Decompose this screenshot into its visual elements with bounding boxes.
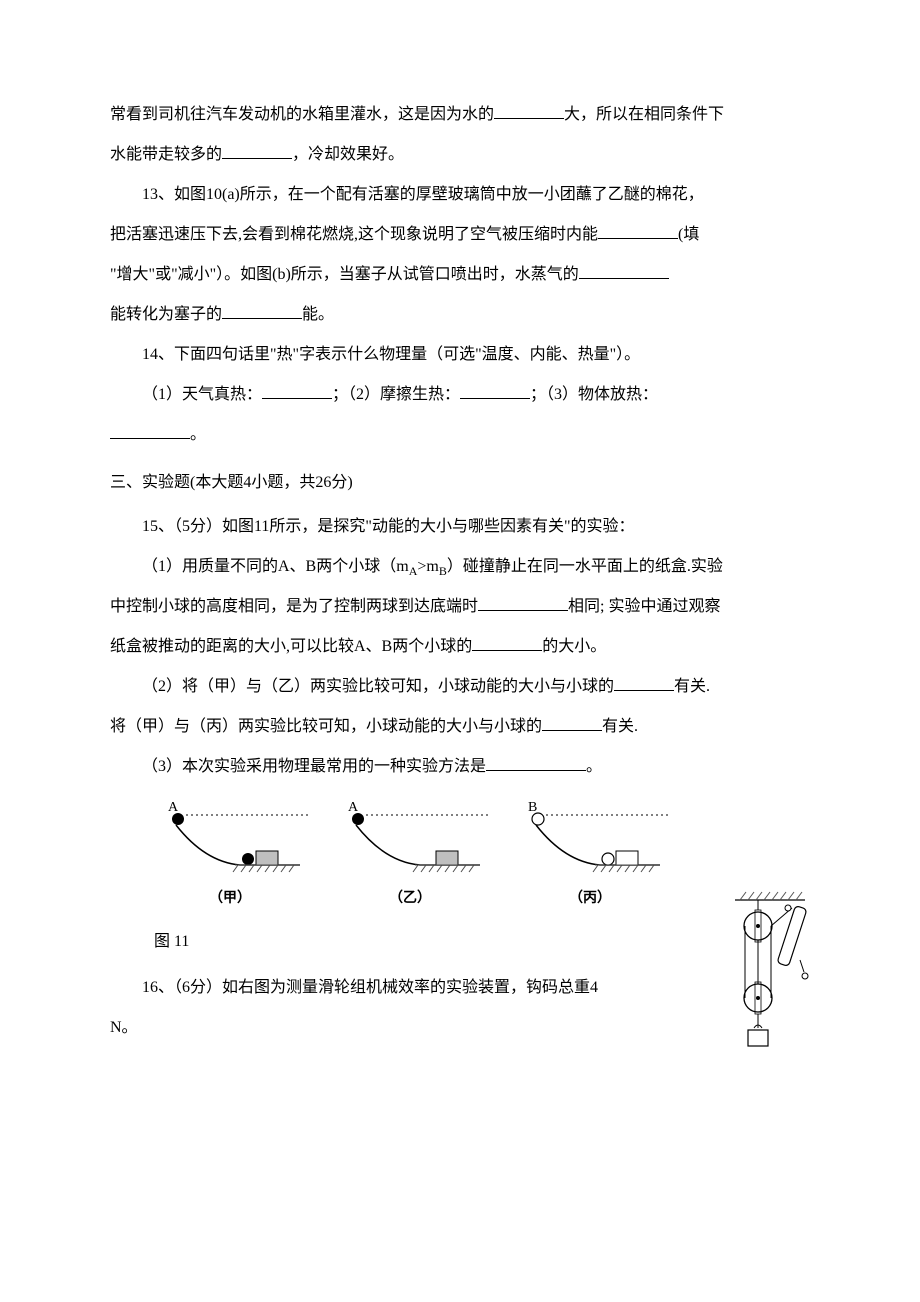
p1-line1: 常看到司机往汽车发动机的水箱里灌水，这是因为水的 大，所以在相同条件下 <box>110 95 810 135</box>
ramp-jia: A （甲） <box>150 797 310 916</box>
q15-b1: （1）用质量不同的A、B两个小球（m <box>142 558 409 575</box>
blank-q13-3 <box>222 303 302 319</box>
ramp-ball-solid-icon <box>352 813 364 825</box>
q15-g2: 。 <box>586 758 602 775</box>
ramp-ball-hollow-icon <box>532 813 544 825</box>
q14-b3: ；（3）物体放热： <box>530 386 658 403</box>
ramp-jia-svg: A <box>150 797 310 877</box>
ramp-yi-caption: （乙） <box>389 881 431 916</box>
ramp-curve-icon <box>356 825 480 865</box>
q13-b: 把活塞迅速压下去,会看到棉花燃烧,这个现象说明了空气被压缩时内能 (填 <box>110 215 810 255</box>
p1-line2b: ，冷却效果好。 <box>292 146 404 163</box>
q15-b2: ）碰撞静止在同一水平面上的纸盒.实验 <box>447 558 723 575</box>
q16-a: 16、（6分）如右图为测量滑轮组机械效率的实验装置，钩码总重4 <box>110 968 718 1008</box>
ramp-jia-label-a: A <box>168 800 179 815</box>
blank-q15-4 <box>542 715 602 731</box>
blank-q15-1 <box>478 595 568 611</box>
q15-e1: （2）将（甲）与（乙）两实验比较可知，小球动能的大小与小球的 <box>142 678 614 695</box>
q16-b: N。 <box>110 1008 718 1048</box>
p1-line1a: 常看到司机往汽车发动机的水箱里灌水，这是因为水的 <box>110 106 494 123</box>
ground-hatch-icon <box>413 865 480 872</box>
ramps-container: A （甲） A <box>150 797 670 916</box>
box-icon <box>436 851 458 865</box>
q13-c: "增大"或"减小"）。如图(b)所示，当塞子从试管口喷出时，水蒸气的 <box>110 255 810 295</box>
q16-row: 16、（6分）如右图为测量滑轮组机械效率的实验装置，钩码总重4 N。 <box>110 968 810 1078</box>
q14-b1: （1）天气真热： <box>142 386 262 403</box>
pulley-diagram-icon <box>730 888 810 1078</box>
q15-f: 将（甲）与（丙）两实验比较可知，小球动能的大小与小球的 有关. <box>110 707 810 747</box>
q15-e2: 有关. <box>674 678 710 695</box>
q14-c: 。 <box>110 415 810 455</box>
q13-b2: (填 <box>678 226 699 243</box>
q13-a: 13、如图10(a)所示，在一个配有活塞的厚壁玻璃筒中放一小团蘸了乙醚的棉花， <box>110 175 810 215</box>
q14-c-text: 。 <box>190 426 206 443</box>
ramp-yi-label-a: A <box>348 800 359 815</box>
q13-d1: 能转化为塞子的 <box>110 306 222 323</box>
p1-line1b: 大，所以在相同条件下 <box>564 106 724 123</box>
q16-text: 16、（6分）如右图为测量滑轮组机械效率的实验装置，钩码总重4 N。 <box>110 968 718 1048</box>
blank-q15-3 <box>614 675 674 691</box>
ramp-bing: B （丙） <box>510 797 670 916</box>
q13-c1: "增大"或"减小"）。如图(b)所示，当塞子从试管口喷出时，水蒸气的 <box>110 266 579 283</box>
blank-q13-1 <box>598 223 678 239</box>
ramp-ball-bottom-icon <box>242 853 254 865</box>
q13-b1: 把活塞迅速压下去,会看到棉花燃烧,这个现象说明了空气被压缩时内能 <box>110 226 598 243</box>
ramp-curve-icon <box>536 825 660 865</box>
blank-p1-1 <box>494 103 564 119</box>
box-icon <box>256 851 278 865</box>
figure-11-caption: 图 11 <box>154 922 810 962</box>
q15-sub-b: B <box>439 564 447 578</box>
q13-d: 能转化为塞子的 能。 <box>110 295 810 335</box>
ramp-ball-bottom-hollow-icon <box>602 853 614 865</box>
q15-d1: 纸盒被推动的距离的大小,可以比较A、B两个小球的 <box>110 638 472 655</box>
q15-f1: 将（甲）与（丙）两实验比较可知，小球动能的大小与小球的 <box>110 718 542 735</box>
q15-d2: 的大小。 <box>542 638 606 655</box>
section-3-heading: 三、实验题(本大题4小题，共26分) <box>110 463 810 503</box>
q15-bgt: >m <box>417 558 438 575</box>
q14-a: 14、下面四句话里"热"字表示什么物理量（可选"温度、内能、热量"）。 <box>110 335 810 375</box>
q15-d: 纸盒被推动的距离的大小,可以比较A、B两个小球的 的大小。 <box>110 627 810 667</box>
figure-11: A （甲） A <box>110 797 810 916</box>
q15-e: （2）将（甲）与（乙）两实验比较可知，小球动能的大小与小球的 有关. <box>110 667 810 707</box>
ramp-curve-icon <box>176 825 300 865</box>
q15-b: （1）用质量不同的A、B两个小球（mA>mB）碰撞静止在同一水平面上的纸盒.实验 <box>110 547 810 587</box>
ramp-yi: A （乙） <box>330 797 490 916</box>
ramp-bing-caption: （丙） <box>569 881 611 916</box>
ground-hatch-icon <box>233 865 300 872</box>
q15-c2: 相同; 实验中通过观察 <box>568 598 720 615</box>
ramp-yi-svg: A <box>330 797 490 877</box>
q14-b: （1）天气真热： ；（2）摩擦生热： ；（3）物体放热： <box>110 375 810 415</box>
q13-d2: 能。 <box>302 306 334 323</box>
ramp-jia-caption: （甲） <box>209 881 251 916</box>
blank-q15-2 <box>472 635 542 651</box>
p1-line2a: 水能带走较多的 <box>110 146 222 163</box>
q15-g: （3）本次实验采用物理最常用的一种实验方法是 。 <box>110 747 810 787</box>
box-hollow-icon <box>616 851 638 865</box>
spring-scale-icon <box>771 905 808 979</box>
ground-hatch-icon <box>593 865 660 872</box>
q15-a: 15、（5分）如图11所示，是探究"动能的大小与哪些因素有关"的实验： <box>110 507 810 547</box>
blank-p1-2 <box>222 143 292 159</box>
q15-f2: 有关. <box>602 718 638 735</box>
blank-q14-1 <box>262 383 332 399</box>
blank-q15-5 <box>486 755 586 771</box>
blank-q14-3 <box>110 423 190 439</box>
p1-line2: 水能带走较多的 ，冷却效果好。 <box>110 135 810 175</box>
ramp-bing-svg: B <box>510 797 670 877</box>
q15-c: 中控制小球的高度相同，是为了控制两球到达底端时 相同; 实验中通过观察 <box>110 587 810 627</box>
q15-g1: （3）本次实验采用物理最常用的一种实验方法是 <box>142 758 486 775</box>
q15-c1: 中控制小球的高度相同，是为了控制两球到达底端时 <box>110 598 478 615</box>
blank-q13-2 <box>579 263 669 279</box>
q14-b2: ；（2）摩擦生热： <box>332 386 460 403</box>
ramp-ball-solid-icon <box>172 813 184 825</box>
blank-q14-2 <box>460 383 530 399</box>
